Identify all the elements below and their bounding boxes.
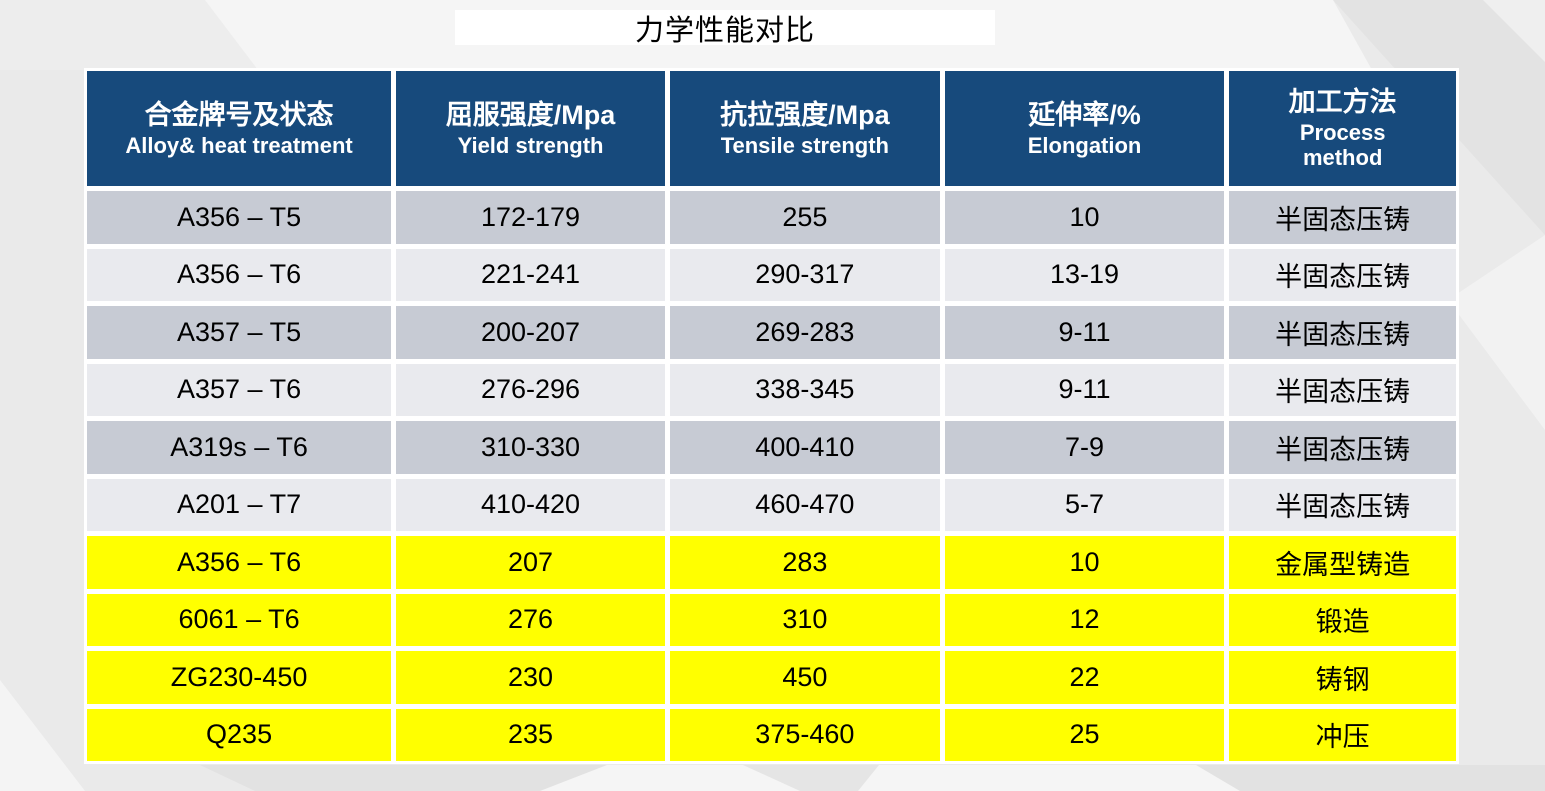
cell-tensile: 269-283 <box>669 306 940 359</box>
header-elongation-en: Elongation <box>1027 132 1142 158</box>
header-process: 加工方法 Process method <box>1229 71 1456 186</box>
header-alloy-cn: 合金牌号及状态 <box>144 99 334 130</box>
cell-alloy: A356 – T6 <box>87 248 392 301</box>
header-process-en: Process method <box>1299 120 1386 171</box>
cell-elongation: 9-11 <box>944 306 1225 359</box>
cell-tensile: 310 <box>669 593 940 646</box>
cell-elongation: 10 <box>944 536 1225 589</box>
slide-title-box: 力学性能对比 <box>455 10 995 47</box>
slide-title: 力学性能对比 <box>634 14 815 47</box>
header-tensile-cn: 抗拉强度/Mpa <box>720 99 890 130</box>
cell-yield: 235 <box>396 708 665 761</box>
cell-tensile: 375-460 <box>669 708 940 761</box>
cell-alloy: A356 – T6 <box>87 536 392 589</box>
cell-process: 半固态压铸 <box>1229 191 1456 244</box>
header-yield: 屈服强度/Mpa Yield strength <box>396 71 665 186</box>
cell-elongation: 10 <box>944 191 1225 244</box>
cell-elongation: 13-19 <box>944 248 1225 301</box>
cell-alloy: A357 – T6 <box>87 363 392 416</box>
cell-yield: 207 <box>396 536 665 589</box>
cell-yield: 276-296 <box>396 363 665 416</box>
cell-tensile: 283 <box>669 536 940 589</box>
cell-tensile: 290-317 <box>669 248 940 301</box>
cell-process: 半固态压铸 <box>1229 306 1456 359</box>
cell-process: 半固态压铸 <box>1229 363 1456 416</box>
header-yield-en: Yield strength <box>457 132 604 158</box>
cell-alloy: 6061 – T6 <box>87 593 392 646</box>
cell-yield: 310-330 <box>396 421 665 474</box>
cell-yield: 230 <box>396 651 665 704</box>
header-yield-cn: 屈服强度/Mpa <box>445 99 616 130</box>
cell-yield: 200-207 <box>396 306 665 359</box>
cell-alloy: ZG230-450 <box>87 651 392 704</box>
cell-yield: 172-179 <box>396 191 665 244</box>
header-elongation: 延伸率/% Elongation <box>944 71 1225 186</box>
cell-process: 半固态压铸 <box>1229 421 1456 474</box>
cell-alloy: A356 – T5 <box>87 191 392 244</box>
cell-alloy: A201 – T7 <box>87 478 392 531</box>
cell-tensile: 255 <box>669 191 940 244</box>
cell-elongation: 7-9 <box>944 421 1225 474</box>
header-alloy: 合金牌号及状态 Alloy& heat treatment <box>87 71 392 186</box>
cell-process: 金属型铸造 <box>1229 536 1456 589</box>
cell-process: 铸钢 <box>1229 651 1456 704</box>
header-tensile: 抗拉强度/Mpa Tensile strength <box>669 71 940 186</box>
cell-elongation: 9-11 <box>944 363 1225 416</box>
header-elongation-cn: 延伸率/% <box>1028 99 1141 130</box>
cell-tensile: 460-470 <box>669 478 940 531</box>
cell-process: 半固态压铸 <box>1229 248 1456 301</box>
cell-alloy: A319s – T6 <box>87 421 392 474</box>
properties-table: 合金牌号及状态 Alloy& heat treatment 屈服强度/Mpa Y… <box>84 68 1459 764</box>
cell-tensile: 338-345 <box>669 363 940 416</box>
cell-elongation: 12 <box>944 593 1225 646</box>
cell-tensile: 450 <box>669 651 940 704</box>
cell-yield: 410-420 <box>396 478 665 531</box>
cell-elongation: 22 <box>944 651 1225 704</box>
cell-yield: 276 <box>396 593 665 646</box>
cell-alloy: A357 – T5 <box>87 306 392 359</box>
cell-tensile: 400-410 <box>669 421 940 474</box>
header-tensile-en: Tensile strength <box>720 132 889 158</box>
cell-process: 冲压 <box>1229 708 1456 761</box>
header-process-cn: 加工方法 <box>1288 87 1397 118</box>
cell-process: 锻造 <box>1229 593 1456 646</box>
cell-process: 半固态压铸 <box>1229 478 1456 531</box>
cell-yield: 221-241 <box>396 248 665 301</box>
cell-elongation: 25 <box>944 708 1225 761</box>
cell-elongation: 5-7 <box>944 478 1225 531</box>
cell-alloy: Q235 <box>87 708 392 761</box>
header-alloy-en: Alloy& heat treatment <box>125 132 353 158</box>
